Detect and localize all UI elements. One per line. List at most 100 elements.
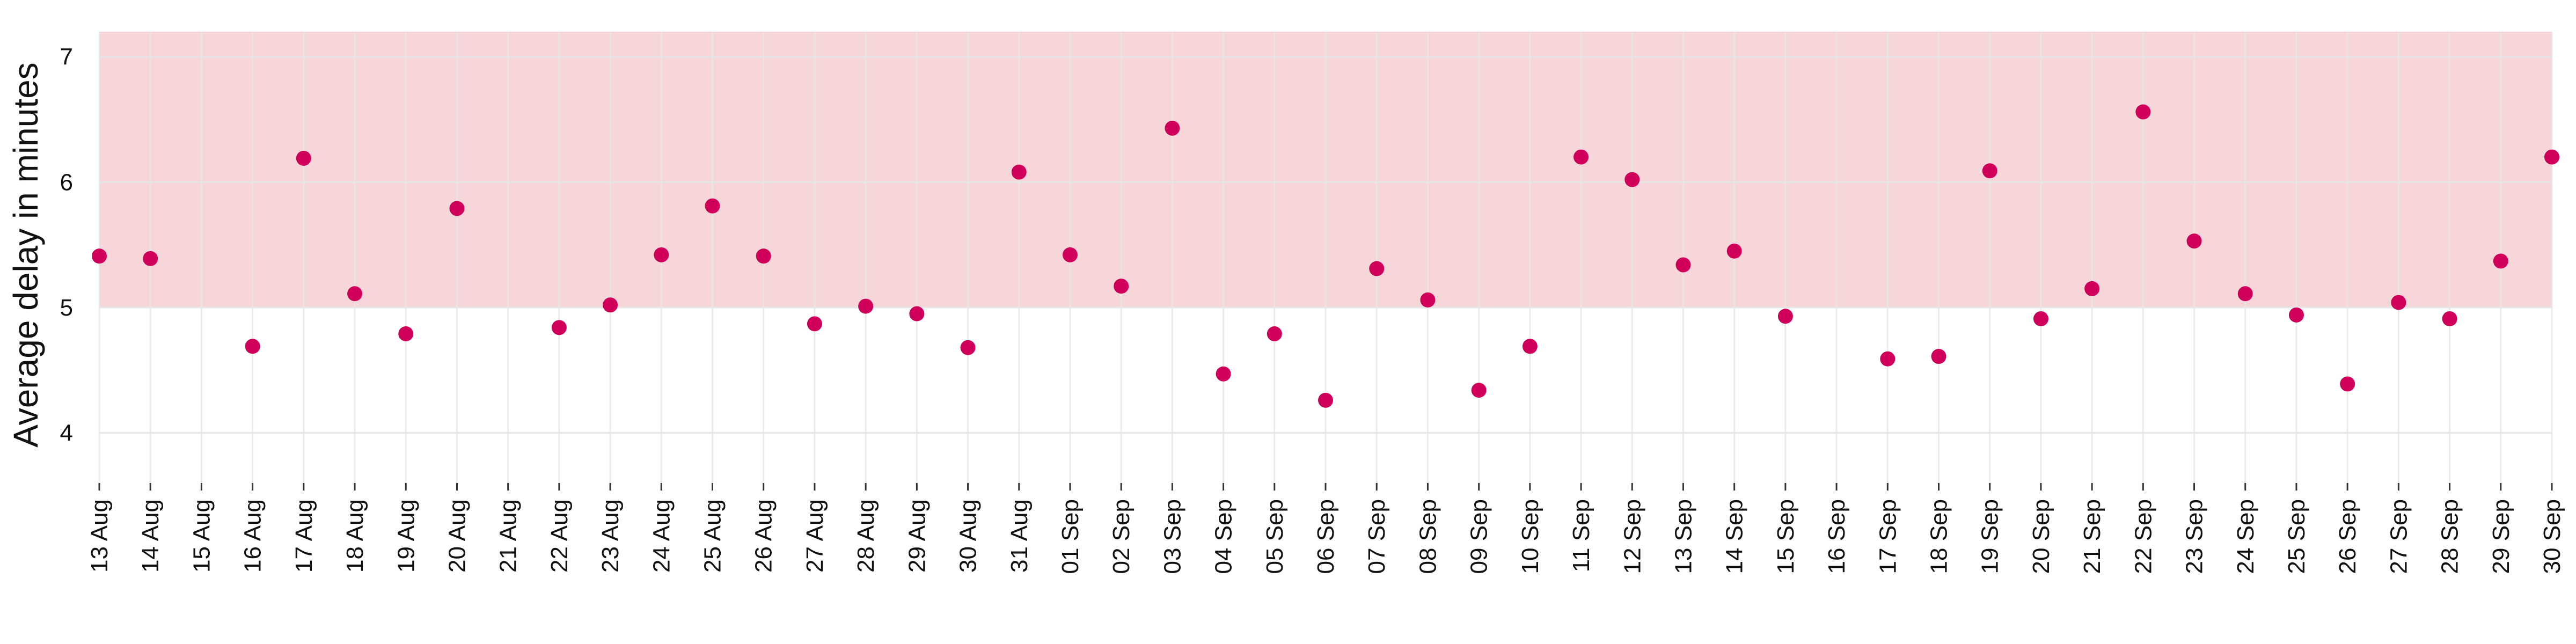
x-tick-label: 26 Sep xyxy=(2334,499,2361,574)
data-point xyxy=(807,316,822,332)
x-tick-label: 22 Sep xyxy=(2130,499,2156,574)
data-point xyxy=(1011,164,1027,180)
data-point xyxy=(1726,243,1742,259)
x-tick-label: 30 Aug xyxy=(955,499,982,573)
data-point xyxy=(2442,311,2457,326)
x-tick-label: 03 Sep xyxy=(1159,499,1185,574)
x-tick-label: 26 Aug xyxy=(751,499,777,573)
x-tick-label: 31 Aug xyxy=(1006,499,1033,573)
x-tick-label: 19 Aug xyxy=(393,499,419,573)
x-tick-label: 19 Sep xyxy=(1977,499,2003,574)
data-point xyxy=(296,150,311,166)
data-point xyxy=(1369,261,1385,276)
data-point xyxy=(1574,149,1589,165)
data-point xyxy=(2493,253,2508,269)
data-point xyxy=(1216,366,1231,382)
data-point xyxy=(1318,392,1333,408)
data-point xyxy=(347,286,363,302)
x-tick-label: 27 Aug xyxy=(802,499,828,573)
x-tick-label: 15 Aug xyxy=(188,499,215,573)
x-tick-label: 06 Sep xyxy=(1313,499,1339,574)
data-point xyxy=(1777,309,1793,324)
data-point xyxy=(756,248,771,264)
x-tick-label: 11 Sep xyxy=(1568,499,1594,572)
x-tick-label: 18 Aug xyxy=(342,499,368,573)
data-point xyxy=(1114,279,1129,294)
data-point xyxy=(2084,281,2100,296)
x-tick-label: 23 Sep xyxy=(2182,499,2208,574)
data-point xyxy=(858,298,874,314)
x-tick-label: 16 Sep xyxy=(1824,499,1850,574)
x-tick-label: 24 Sep xyxy=(2233,499,2259,574)
x-tick-label: 08 Sep xyxy=(1415,499,1441,574)
data-point xyxy=(2033,311,2048,326)
x-tick-label: 13 Aug xyxy=(86,499,113,573)
data-point xyxy=(1522,339,1538,354)
x-tick-label: 16 Aug xyxy=(240,499,266,573)
x-tick-label: 15 Sep xyxy=(1773,499,1799,574)
data-point xyxy=(1420,292,1436,308)
data-point xyxy=(2237,286,2253,302)
x-tick-label: 09 Sep xyxy=(1466,499,1492,574)
data-point xyxy=(2340,376,2355,392)
x-tick-label: 13 Sep xyxy=(1670,499,1696,574)
x-tick-label: 05 Sep xyxy=(1262,499,1288,574)
data-point xyxy=(551,320,567,335)
x-tick-label: 07 Sep xyxy=(1364,499,1390,574)
x-tick-label: 17 Sep xyxy=(1875,499,1901,574)
x-tick-label: 20 Aug xyxy=(444,499,470,573)
data-point xyxy=(1931,349,1946,364)
x-tick-label: 28 Aug xyxy=(853,499,879,573)
x-tick-label: 29 Aug xyxy=(904,499,930,573)
data-point xyxy=(1471,383,1487,398)
data-point xyxy=(705,198,720,214)
data-point xyxy=(143,251,158,266)
x-tick-label: 25 Sep xyxy=(2284,499,2310,574)
y-tick-label: 7 xyxy=(60,44,73,70)
grid-layer xyxy=(98,32,2553,483)
data-point xyxy=(654,247,669,262)
y-tick-label: 4 xyxy=(60,420,73,447)
data-point xyxy=(2186,233,2202,249)
x-tick-label: 18 Sep xyxy=(1926,499,1952,574)
x-tick-label: 21 Aug xyxy=(495,499,522,573)
x-tick-label: 23 Aug xyxy=(597,499,624,573)
data-point xyxy=(2544,149,2559,165)
x-tick-label: 04 Sep xyxy=(1211,499,1237,574)
y-axis-ticks: 4 5 6 7 xyxy=(60,44,73,447)
x-tick-label: 14 Sep xyxy=(1722,499,1748,574)
x-tick-label: 12 Sep xyxy=(1619,499,1645,574)
x-tick-label: 02 Sep xyxy=(1108,499,1135,574)
data-point xyxy=(603,297,618,313)
data-point xyxy=(1982,163,1997,179)
data-points xyxy=(92,104,2559,408)
y-tick-label: 6 xyxy=(60,169,73,195)
data-point xyxy=(2288,307,2304,323)
x-tick-label: 10 Sep xyxy=(1517,499,1543,574)
data-point xyxy=(1624,172,1640,187)
x-axis-ticks: 13 Aug 14 Aug 15 Aug 16 Aug 17 Aug 18 Aug 19 A… xyxy=(86,483,2565,574)
data-point xyxy=(1267,326,1282,342)
data-point xyxy=(1880,351,1896,367)
data-point xyxy=(1062,247,1078,262)
data-point xyxy=(245,339,260,354)
x-tick-label: 29 Sep xyxy=(2488,499,2514,574)
x-tick-label: 14 Aug xyxy=(137,499,164,573)
data-point xyxy=(449,201,465,216)
data-point xyxy=(398,326,414,342)
x-tick-label: 17 Aug xyxy=(291,499,317,573)
y-tick-label: 5 xyxy=(60,295,73,321)
x-tick-label: 21 Sep xyxy=(2079,499,2105,574)
x-tick-label: 01 Sep xyxy=(1057,499,1084,574)
data-point xyxy=(909,306,925,321)
data-point xyxy=(1675,257,1691,273)
y-axis-title: Average delay in minutes xyxy=(6,62,45,447)
data-point xyxy=(960,340,976,355)
data-point xyxy=(2135,104,2151,120)
x-tick-label: 28 Sep xyxy=(2437,499,2463,574)
x-tick-label: 27 Sep xyxy=(2385,499,2412,574)
x-tick-label: 24 Aug xyxy=(648,499,675,573)
data-point xyxy=(1165,120,1180,136)
x-tick-label: 22 Aug xyxy=(546,499,573,573)
